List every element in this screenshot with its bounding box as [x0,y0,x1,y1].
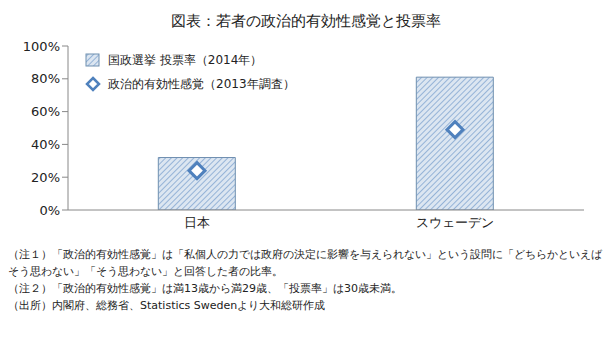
svg-text:20%: 20% [31,170,60,185]
html-text:国政選挙 投票率（2014年）: 国政選挙 投票率（2014年） [108,53,263,67]
svg-text:0%: 0% [39,203,60,218]
svg-text:スウェーデン: スウェーデン [416,215,494,230]
html-text:政治的有効性感覚（2013年調査）: 政治的有効性感覚（2013年調査） [108,77,295,91]
svg-text:60%: 60% [31,104,60,119]
svg-text:80%: 80% [31,71,60,86]
html-text:（出所）内閣府、総務省、Statistics Swedenよ: （出所）内閣府、総務省、Statistics Swedenより大和総研作成 [8,299,326,312]
html-text:図表：若者の政治的有効性感覚と投票率: 図表：若者の政治的有効性感覚と投票率 [171,12,441,30]
svg-text:40%: 40% [31,137,60,152]
svg-text:日本: 日本 [184,215,210,230]
svg-text:100%: 100% [23,39,60,54]
html-text:（注１）「政治的有効性感覚」は「私個人の力では政府の決定に影: （注１）「政治的有効性感覚」は「私個人の力では政府の決定に影響を与えられない」と… [8,248,602,278]
html-text:（注２）「政治的有効性感覚」は満13歳から満29歳、「投票率: （注２）「政治的有効性感覚」は満13歳から満29歳、「投票率」は30歳未満。 [8,282,402,295]
